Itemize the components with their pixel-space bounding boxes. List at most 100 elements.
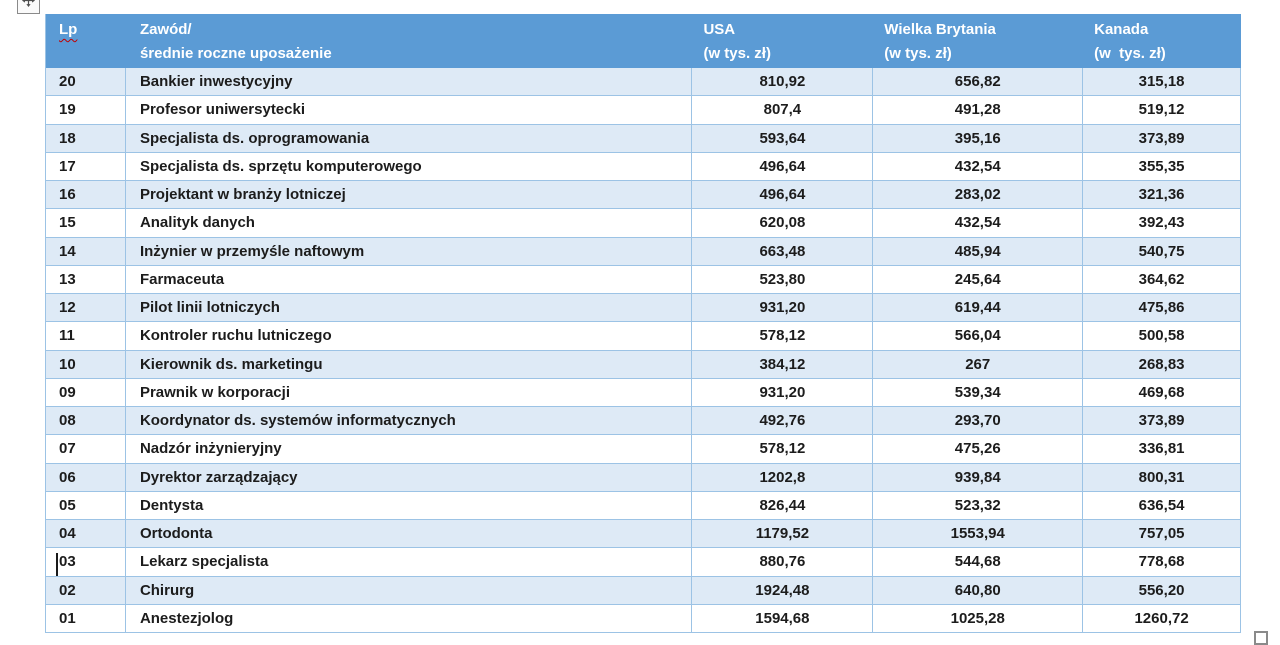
cell-zawod[interactable]: Inżynier w przemyśle naftowym: [125, 237, 693, 266]
cell-usa[interactable]: 384,12: [692, 350, 874, 379]
cell-uk[interactable]: 245,64: [873, 265, 1084, 294]
cell-zawod[interactable]: Bankier inwestycyjny: [125, 68, 693, 97]
cell-usa[interactable]: 826,44: [692, 491, 874, 520]
cell-uk[interactable]: 619,44: [873, 294, 1084, 323]
cell-lp[interactable]: 17: [46, 152, 126, 181]
cell-kanada[interactable]: 321,36: [1083, 181, 1241, 210]
cell-usa[interactable]: 1179,52: [692, 520, 874, 549]
cell-uk[interactable]: 293,70: [873, 407, 1084, 436]
cell-kanada[interactable]: 800,31: [1083, 463, 1241, 492]
cell-kanada[interactable]: 636,54: [1083, 491, 1241, 520]
cell-zawod[interactable]: Analityk danych: [125, 209, 693, 238]
cell-uk[interactable]: 939,84: [873, 463, 1084, 492]
cell-lp[interactable]: 12: [46, 294, 126, 323]
cell-zawod[interactable]: Prawnik w korporacji: [125, 378, 693, 407]
cell-lp[interactable]: 02: [46, 576, 126, 605]
cell-usa[interactable]: 620,08: [692, 209, 874, 238]
cell-zawod[interactable]: Kontroler ruchu lutniczego: [125, 322, 693, 351]
cell-lp[interactable]: 11: [46, 322, 126, 351]
cell-zawod[interactable]: Dentysta: [125, 491, 693, 520]
cell-uk[interactable]: 283,02: [873, 181, 1084, 210]
cell-uk[interactable]: 523,32: [873, 491, 1084, 520]
cell-usa[interactable]: 880,76: [692, 548, 874, 577]
cell-usa[interactable]: 593,64: [692, 124, 874, 153]
cell-zawod[interactable]: Dyrektor zarządzający: [125, 463, 693, 492]
cell-uk[interactable]: 491,28: [873, 96, 1084, 125]
cell-uk[interactable]: 640,80: [873, 576, 1084, 605]
cell-uk[interactable]: 544,68: [873, 548, 1084, 577]
cell-lp[interactable]: 03: [46, 548, 126, 577]
cell-kanada[interactable]: 475,86: [1083, 294, 1241, 323]
cell-uk[interactable]: 566,04: [873, 322, 1084, 351]
cell-lp[interactable]: 16: [46, 181, 126, 210]
table-move-handle[interactable]: [17, 0, 40, 14]
cell-lp[interactable]: 18: [46, 124, 126, 153]
header-cell-lp[interactable]: Lp: [46, 14, 126, 68]
cell-kanada[interactable]: 373,89: [1083, 124, 1241, 153]
table-resize-handle[interactable]: [1254, 631, 1268, 645]
cell-usa[interactable]: 496,64: [692, 152, 874, 181]
cell-kanada[interactable]: 469,68: [1083, 378, 1241, 407]
cell-usa[interactable]: 492,76: [692, 407, 874, 436]
cell-kanada[interactable]: 268,83: [1083, 350, 1241, 379]
cell-lp[interactable]: 09: [46, 378, 126, 407]
cell-kanada[interactable]: 519,12: [1083, 96, 1241, 125]
cell-zawod[interactable]: Kierownik ds. marketingu: [125, 350, 693, 379]
cell-zawod[interactable]: Profesor uniwersytecki: [125, 96, 693, 125]
cell-uk[interactable]: 432,54: [873, 152, 1084, 181]
cell-lp[interactable]: 13: [46, 265, 126, 294]
cell-lp[interactable]: 04: [46, 520, 126, 549]
cell-zawod[interactable]: Specjalista ds. oprogramowania: [125, 124, 693, 153]
cell-usa[interactable]: 578,12: [692, 435, 874, 464]
cell-uk[interactable]: 656,82: [873, 68, 1084, 97]
cell-lp[interactable]: 15: [46, 209, 126, 238]
cell-usa[interactable]: 496,64: [692, 181, 874, 210]
cell-kanada[interactable]: 355,35: [1083, 152, 1241, 181]
header-cell-uk[interactable]: Wielka Brytania (w tys. zł): [873, 14, 1083, 68]
cell-lp[interactable]: 19: [46, 96, 126, 125]
cell-uk[interactable]: 1025,28: [873, 604, 1084, 633]
cell-zawod[interactable]: Specjalista ds. sprzętu komputerowego: [125, 152, 693, 181]
cell-kanada[interactable]: 500,58: [1083, 322, 1241, 351]
cell-usa[interactable]: 578,12: [692, 322, 874, 351]
cell-zawod[interactable]: Anestezjolog: [125, 604, 693, 633]
cell-usa[interactable]: 931,20: [692, 294, 874, 323]
cell-usa[interactable]: 807,4: [692, 96, 874, 125]
cell-kanada[interactable]: 336,81: [1083, 435, 1241, 464]
cell-lp[interactable]: 05: [46, 491, 126, 520]
cell-kanada[interactable]: 556,20: [1083, 576, 1241, 605]
cell-zawod[interactable]: Lekarz specjalista: [125, 548, 693, 577]
cell-uk[interactable]: 475,26: [873, 435, 1084, 464]
cell-kanada[interactable]: 757,05: [1083, 520, 1241, 549]
cell-usa[interactable]: 810,92: [692, 68, 874, 97]
header-cell-usa[interactable]: USA (w tys. zł): [692, 14, 873, 68]
cell-uk[interactable]: 539,34: [873, 378, 1084, 407]
cell-uk[interactable]: 395,16: [873, 124, 1084, 153]
cell-zawod[interactable]: Chirurg: [125, 576, 693, 605]
cell-kanada[interactable]: 373,89: [1083, 407, 1241, 436]
cell-kanada[interactable]: 392,43: [1083, 209, 1241, 238]
cell-zawod[interactable]: Koordynator ds. systemów informatycznych: [125, 407, 693, 436]
cell-lp[interactable]: 20: [46, 68, 126, 97]
cell-zawod[interactable]: Nadzór inżynieryjny: [125, 435, 693, 464]
cell-kanada[interactable]: 540,75: [1083, 237, 1241, 266]
cell-usa[interactable]: 1202,8: [692, 463, 874, 492]
cell-lp[interactable]: 01: [46, 604, 126, 633]
cell-lp[interactable]: 14: [46, 237, 126, 266]
cell-lp[interactable]: 06: [46, 463, 126, 492]
cell-uk[interactable]: 1553,94: [873, 520, 1084, 549]
cell-kanada[interactable]: 315,18: [1083, 68, 1241, 97]
cell-usa[interactable]: 1924,48: [692, 576, 874, 605]
cell-kanada[interactable]: 778,68: [1083, 548, 1241, 577]
cell-uk[interactable]: 267: [873, 350, 1084, 379]
cell-uk[interactable]: 485,94: [873, 237, 1084, 266]
cell-usa[interactable]: 1594,68: [692, 604, 874, 633]
cell-kanada[interactable]: 1260,72: [1083, 604, 1241, 633]
cell-lp[interactable]: 07: [46, 435, 126, 464]
cell-zawod[interactable]: Projektant w branży lotniczej: [125, 181, 693, 210]
cell-usa[interactable]: 931,20: [692, 378, 874, 407]
cell-usa[interactable]: 663,48: [692, 237, 874, 266]
header-cell-kanada[interactable]: Kanada (w tys. zł): [1083, 14, 1241, 68]
cell-usa[interactable]: 523,80: [692, 265, 874, 294]
cell-zawod[interactable]: Farmaceuta: [125, 265, 693, 294]
